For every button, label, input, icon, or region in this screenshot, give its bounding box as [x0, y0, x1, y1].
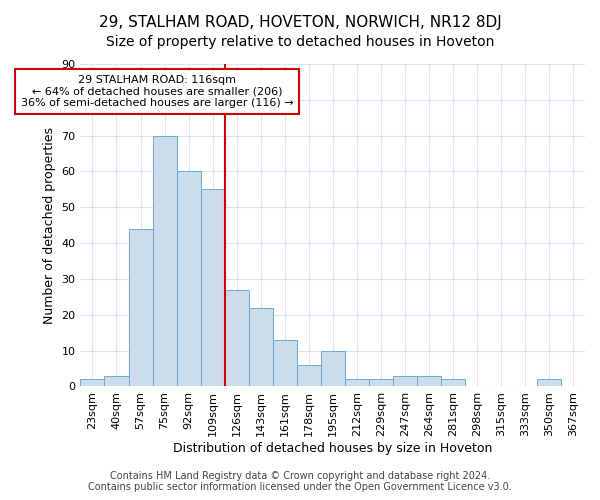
- Bar: [128, 229, 152, 386]
- Bar: [176, 172, 200, 386]
- Bar: [104, 376, 128, 386]
- Text: 29 STALHAM ROAD: 116sqm
← 64% of detached houses are smaller (206)
36% of semi-d: 29 STALHAM ROAD: 116sqm ← 64% of detache…: [21, 74, 293, 108]
- Bar: [369, 380, 393, 386]
- Bar: [321, 350, 345, 386]
- Bar: [152, 136, 176, 386]
- Bar: [393, 376, 417, 386]
- Bar: [417, 376, 441, 386]
- Bar: [224, 290, 248, 386]
- Bar: [441, 380, 465, 386]
- Bar: [200, 190, 224, 386]
- Y-axis label: Number of detached properties: Number of detached properties: [43, 126, 56, 324]
- Bar: [345, 380, 369, 386]
- Text: Size of property relative to detached houses in Hoveton: Size of property relative to detached ho…: [106, 35, 494, 49]
- Bar: [80, 380, 104, 386]
- Bar: [537, 380, 561, 386]
- Bar: [296, 365, 321, 386]
- X-axis label: Distribution of detached houses by size in Hoveton: Distribution of detached houses by size …: [173, 442, 493, 455]
- Bar: [248, 308, 272, 386]
- Bar: [272, 340, 296, 386]
- Text: Contains HM Land Registry data © Crown copyright and database right 2024.
Contai: Contains HM Land Registry data © Crown c…: [88, 471, 512, 492]
- Text: 29, STALHAM ROAD, HOVETON, NORWICH, NR12 8DJ: 29, STALHAM ROAD, HOVETON, NORWICH, NR12…: [98, 15, 502, 30]
